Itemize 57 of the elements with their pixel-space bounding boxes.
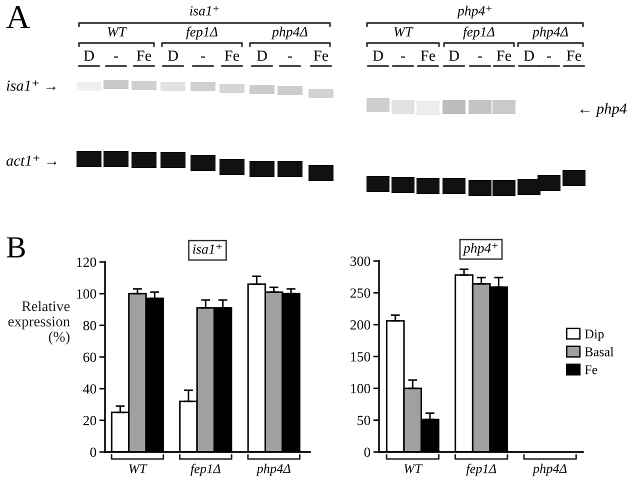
y-tick-label: 50: [358, 416, 370, 426]
y-tick-label: 100: [351, 384, 370, 394]
x-tick-label: fep1Δ: [190, 464, 220, 476]
legend-label: Fe: [584, 365, 598, 374]
chart-title: isa1⁺: [193, 244, 222, 254]
text: fep1Δ: [463, 26, 494, 40]
text: Fe: [566, 50, 582, 61]
x-tick-label: php4Δ: [532, 464, 566, 476]
y-tick-label: 200: [350, 320, 370, 330]
y-tick-label: 20: [83, 416, 96, 426]
text: php4Δ: [271, 26, 308, 40]
text: Fe: [136, 50, 152, 61]
text: WT: [108, 27, 127, 37]
text: -: [288, 56, 292, 58]
y-tick-label: 0: [364, 448, 370, 457]
legend-label: Basal: [584, 347, 614, 356]
y-tick-label: 0: [90, 448, 96, 457]
legend-label: Dip: [584, 330, 604, 342]
text: php4Δ: [532, 26, 568, 40]
x-tick-label: fep1Δ: [466, 464, 496, 476]
text: D: [372, 50, 383, 61]
text: WT: [394, 27, 414, 37]
text: B: [6, 237, 25, 258]
text: Fe: [496, 50, 512, 61]
y-tick-label: 120: [77, 258, 96, 267]
text: -: [401, 56, 405, 58]
chart-title: php4⁺: [462, 243, 498, 256]
x-tick-label: WT: [404, 464, 423, 474]
text: -: [201, 56, 205, 58]
x-tick-label: WT: [129, 464, 148, 474]
y-tick-label: 40: [83, 384, 96, 394]
text: Fe: [224, 50, 240, 61]
y-tick-label: 60: [83, 352, 96, 362]
y-tick-label: 250: [350, 288, 370, 298]
text: D: [256, 50, 267, 61]
text: fep1Δ: [186, 26, 218, 40]
text: Fe: [314, 50, 328, 61]
text: act1⁺ →: [6, 155, 56, 166]
text: ← php4: [580, 103, 627, 117]
y-axis-title: Relative expression (%): [8, 300, 70, 345]
text: isa1⁺ →: [6, 80, 56, 91]
text: D: [524, 50, 534, 61]
text: -: [478, 56, 482, 58]
text: php4⁺: [456, 6, 492, 18]
text: isa1⁺: [190, 6, 219, 16]
text: A: [6, 6, 30, 28]
text: D: [168, 50, 178, 61]
text: D: [84, 50, 94, 61]
y-tick-label: 80: [83, 320, 96, 330]
y-tick-label: 150: [351, 352, 370, 362]
text: -: [547, 56, 551, 58]
y-tick-label: 100: [77, 289, 96, 299]
y-tick-label: 300: [350, 256, 370, 266]
text: Fe: [420, 50, 436, 61]
text: D: [448, 50, 459, 61]
text: -: [114, 56, 118, 58]
x-tick-label: php4Δ: [256, 464, 290, 476]
